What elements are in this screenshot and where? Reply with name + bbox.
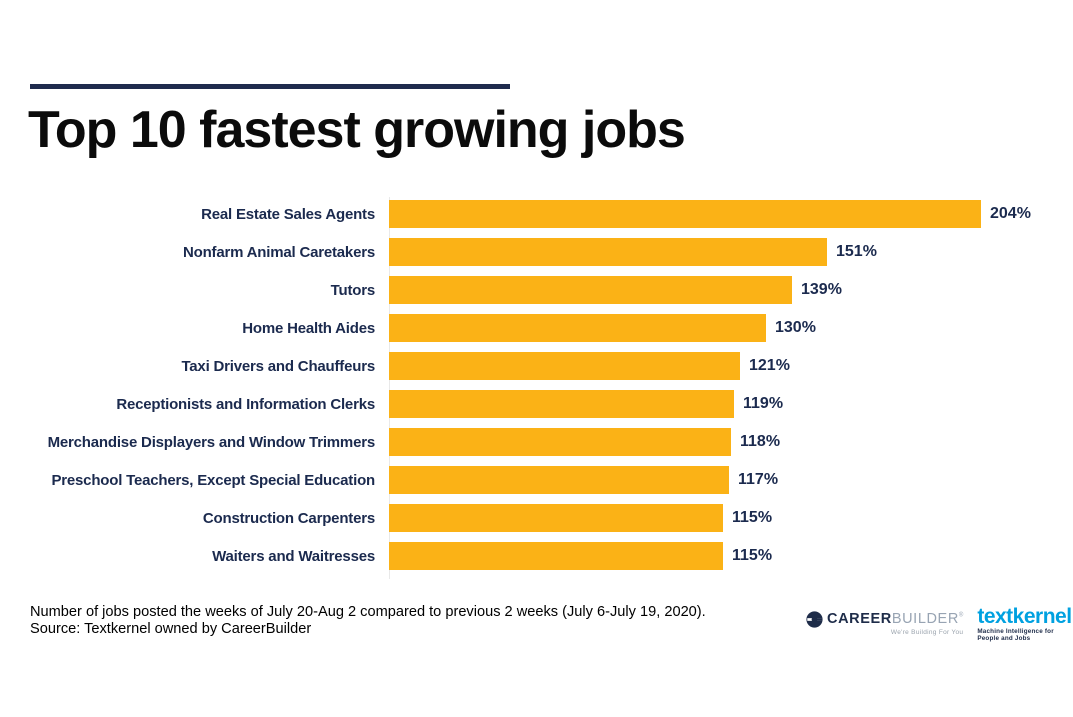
bar-chart: Real Estate Sales Agents 204% Nonfarm Anim… [30,195,1043,575]
bar-value-label: 151% [836,243,877,260]
bar-value-label: 204% [990,205,1031,222]
bar-value-label: 121% [749,357,790,374]
bar-value-label: 118% [740,433,781,450]
bar [389,314,766,342]
careerbuilder-icon [806,610,823,628]
textkernel-logo: textkernel Machine Intelligence for Peop… [977,606,1073,642]
bar [389,504,723,532]
bar-value-label: 130% [775,319,816,336]
bar-category-label: Merchandise Displayers and Window Trimme… [47,433,376,451]
bar-value-label: 115% [732,509,773,526]
bar-category-label: Waiters and Waitresses [212,547,375,565]
chart-row: Preschool Teachers, Except Special Educa… [30,461,1043,499]
bar [389,352,740,380]
bar-value-label: 115% [732,547,773,564]
footer-line-2: Source: Textkernel owned by CareerBuilde… [30,621,312,637]
careerbuilder-wordmark-career: CAREER [827,611,892,627]
careerbuilder-registered-mark: ® [958,612,964,619]
chart-row: Home Health Aides 130% [30,309,1043,347]
bar [389,542,723,570]
bar-category-label: Nonfarm Animal Caretakers [182,243,375,261]
chart-row: Taxi Drivers and Chauffeurs 121% [30,347,1043,385]
careerbuilder-logo: CAREERBUILDER® We're Building For You [806,606,963,636]
bar-category-label: Real Estate Sales Agents [201,205,375,223]
footer-note: Number of jobs posted the weeks of July … [30,604,706,638]
chart-row: Construction Carpenters 115% [30,499,1043,537]
chart-row: Merchandise Displayers and Window Trimme… [30,423,1043,461]
chart-row: Real Estate Sales Agents 204% [30,195,1043,233]
bar-category-label: Taxi Drivers and Chauffeurs [181,357,375,375]
bar [389,428,731,456]
logo-group: CAREERBUILDER® We're Building For You te… [806,606,1073,642]
bar-value-label: 117% [738,471,779,488]
careerbuilder-wordmark-builder: BUILDER [891,611,959,627]
bar [389,238,827,266]
chart-axis-line [389,197,390,579]
bar-category-label: Home Health Aides [242,319,375,337]
page-title: Top 10 fastest growing jobs [28,101,686,159]
careerbuilder-tagline: We're Building For You [890,629,964,636]
chart-row: Receptionists and Information Clerks 119% [30,385,1043,423]
footer-line-1: Number of jobs posted the weeks of July … [30,604,706,620]
bar [389,200,981,228]
bar-category-label: Tutors [330,281,376,299]
bar-value-label: 139% [801,281,842,298]
bar-category-label: Construction Carpenters [202,509,375,527]
bar [389,276,792,304]
chart-row: Tutors 139% [30,271,1043,309]
bar-category-label: Preschool Teachers, Except Special Educa… [51,471,375,489]
chart-row: Waiters and Waitresses 115% [30,537,1043,575]
chart-row: Nonfarm Animal Caretakers 151% [30,233,1043,271]
bar-value-label: 119% [743,395,784,412]
bar-category-label: Receptionists and Information Clerks [116,395,375,413]
bar [389,390,734,418]
textkernel-wordmark: textkernel [977,605,1072,628]
textkernel-tagline: Machine Intelligence for People and Jobs [977,628,1054,642]
title-accent-rule [30,84,510,89]
bar [389,466,729,494]
